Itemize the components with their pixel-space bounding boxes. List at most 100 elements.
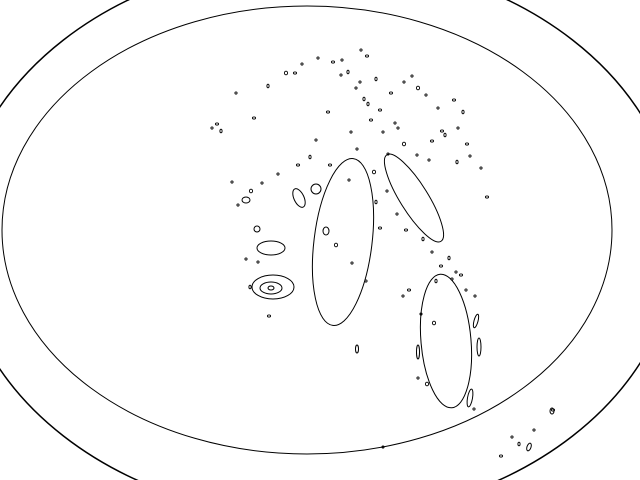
edge-speckles xyxy=(210,48,556,458)
edge-speckle xyxy=(327,163,333,167)
inner-oval xyxy=(1,5,613,455)
edge-speckle xyxy=(340,58,344,62)
edge-speckle xyxy=(292,71,298,75)
edge-speckle xyxy=(276,172,280,176)
edge-speckle xyxy=(388,91,394,95)
edge-speckle xyxy=(346,69,350,75)
lower-right-ellipse xyxy=(419,273,473,409)
edge-speckle xyxy=(330,60,336,64)
edge-speckle xyxy=(451,98,457,102)
slender-mark-2 xyxy=(476,337,482,357)
edge-speckle xyxy=(456,126,460,130)
edge-speckle xyxy=(350,261,354,265)
edge-speckle xyxy=(454,270,458,274)
edge-speckle xyxy=(532,428,536,432)
edge-speckle xyxy=(358,80,362,84)
edge-speckle xyxy=(473,294,477,298)
edge-speckle xyxy=(386,152,390,156)
edge-speckle xyxy=(230,180,234,184)
edge-speckle xyxy=(300,62,304,66)
small-ellipse-slanted xyxy=(292,188,306,208)
edge-speckle xyxy=(419,312,423,316)
edge-speckle xyxy=(339,73,343,77)
edge-speckle xyxy=(410,74,414,78)
target-core xyxy=(267,285,275,291)
edge-speckle xyxy=(349,130,353,134)
edge-speckle xyxy=(308,154,312,160)
edge-speckle xyxy=(450,277,454,281)
edge-speckle xyxy=(362,96,366,102)
edge-speckle xyxy=(333,242,339,248)
edge-speckle xyxy=(266,314,272,318)
edge-speckle xyxy=(484,195,490,199)
edge-speckle xyxy=(430,250,434,254)
edge-speckle xyxy=(436,106,440,110)
edge-speckle xyxy=(393,121,397,125)
slender-mark-5 xyxy=(355,344,359,354)
edge-speckle xyxy=(248,284,252,290)
edge-speckle xyxy=(427,158,431,162)
edge-speckle xyxy=(429,139,435,143)
edge-speckle xyxy=(381,130,385,134)
edge-speckle xyxy=(434,278,438,284)
edge-speckle xyxy=(472,407,476,411)
small-ellipse-mid-left xyxy=(256,240,286,256)
edge-speckle xyxy=(248,188,254,194)
edge-speckle xyxy=(498,454,504,458)
edge-speckle xyxy=(401,294,405,298)
edge-speckle xyxy=(550,408,556,412)
slender-mark-4 xyxy=(416,344,420,360)
edge-speckle xyxy=(377,226,383,230)
edge-speckle xyxy=(406,288,412,292)
edge-speckle xyxy=(236,203,240,207)
edge-speckle xyxy=(447,255,451,261)
edge-speckle xyxy=(443,132,447,138)
edge-speckle xyxy=(510,435,514,439)
edge-speckle xyxy=(401,141,407,147)
edge-speckle xyxy=(366,101,370,107)
central-ellipse xyxy=(311,158,375,326)
edge-speckle xyxy=(374,76,378,82)
edge-speckle xyxy=(371,169,377,175)
slender-mark-1 xyxy=(472,313,480,329)
edge-speckle xyxy=(256,260,260,264)
edge-speckle xyxy=(316,56,320,60)
small-ellipse-near-center xyxy=(322,226,330,236)
edge-speckle xyxy=(374,199,378,205)
target-outer-ring xyxy=(251,274,295,300)
edge-speckle xyxy=(219,128,223,134)
edge-speckle xyxy=(424,93,428,97)
small-ellipse-left-blob xyxy=(241,196,251,204)
edge-speckle xyxy=(364,279,368,283)
slender-mark-6 xyxy=(526,442,532,452)
edge-speckle xyxy=(438,264,444,268)
edge-speckle xyxy=(455,159,459,165)
edge-speckle xyxy=(396,126,400,130)
edge-speckle xyxy=(461,109,465,115)
edge-speckle xyxy=(368,118,374,122)
edge-speckle xyxy=(517,441,521,447)
slender-mark-3 xyxy=(466,388,474,408)
edge-speckle xyxy=(355,147,359,151)
tilted-ellipse xyxy=(383,153,445,243)
edge-speckle xyxy=(364,54,370,58)
edge-speckle xyxy=(244,257,248,261)
edge-speckle xyxy=(415,153,419,157)
edge-speckle xyxy=(415,85,421,91)
edge-speckle xyxy=(464,288,468,292)
edge-speckle xyxy=(251,116,257,120)
small-ellipse-round xyxy=(310,183,322,195)
edge-speckle xyxy=(359,48,363,52)
edge-speckle xyxy=(214,122,220,126)
edge-speckle xyxy=(402,80,406,84)
edge-speckle xyxy=(385,189,389,193)
edge-speckle xyxy=(381,445,385,449)
edge-speckle xyxy=(266,83,270,89)
edge-speckle xyxy=(464,142,470,146)
edge-speckle xyxy=(424,381,430,387)
edge-speckle xyxy=(458,273,464,277)
edge-speckle xyxy=(395,212,399,216)
edge-speckle xyxy=(421,236,425,242)
